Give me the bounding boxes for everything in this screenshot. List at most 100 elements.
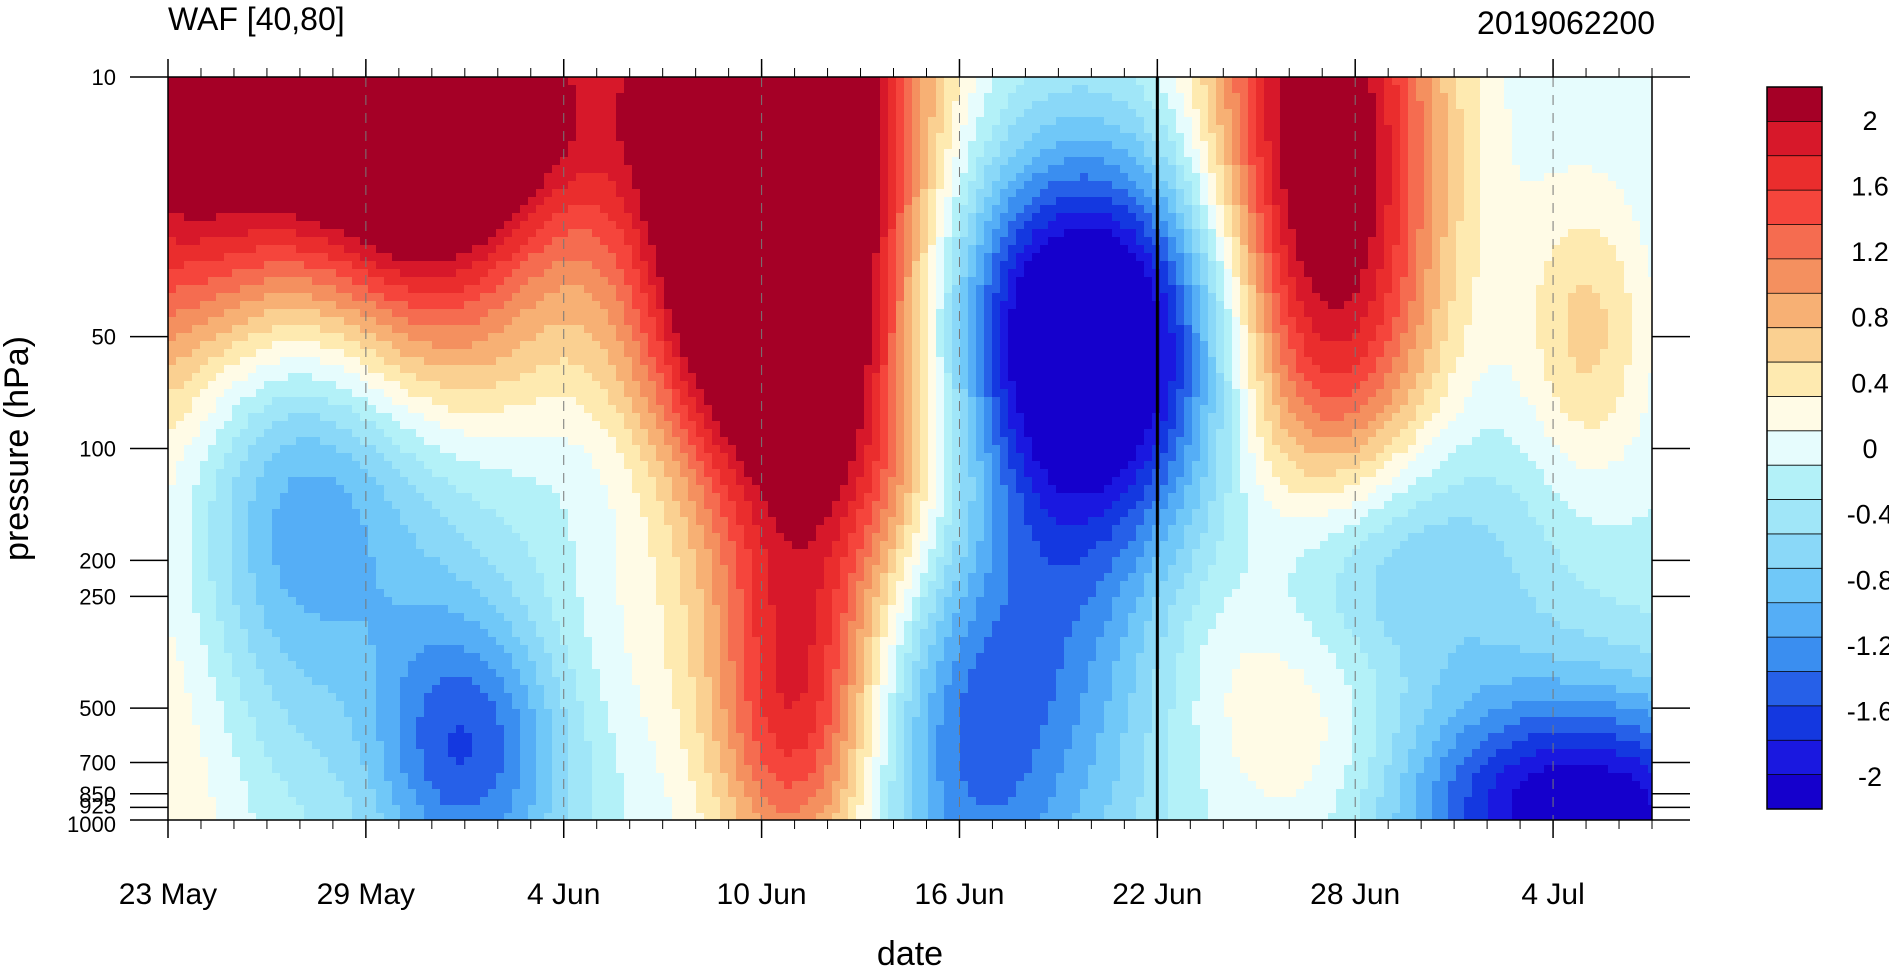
field-cell (1416, 77, 1425, 86)
field-cell (208, 173, 217, 182)
field-cell (528, 109, 537, 118)
field-cell (576, 149, 585, 158)
field-cell (248, 221, 257, 230)
field-cell (1024, 117, 1033, 126)
field-cell (968, 245, 977, 254)
field-cell (384, 85, 393, 94)
field-cell (720, 133, 729, 142)
field-cell (808, 269, 817, 278)
field-cell (1232, 109, 1241, 118)
field-cell (960, 229, 969, 238)
field-cell (1176, 77, 1185, 86)
field-cell (880, 157, 889, 166)
field-cell (1136, 237, 1145, 246)
field-cell (1096, 237, 1105, 246)
field-cell (1560, 237, 1569, 246)
field-cell (512, 213, 521, 222)
field-cell (1000, 253, 1009, 262)
field-cell (344, 205, 353, 214)
field-cell (576, 85, 585, 94)
field-cell (872, 141, 881, 150)
field-cell (1064, 85, 1073, 94)
field-cell (1584, 165, 1593, 174)
field-cell (1440, 173, 1449, 182)
field-cell (1504, 85, 1513, 94)
field-cell (1056, 157, 1065, 166)
field-cell (1088, 237, 1097, 246)
field-cell (1432, 269, 1441, 278)
field-cell (264, 181, 273, 190)
field-cell (192, 189, 201, 198)
field-cell (1296, 237, 1305, 246)
field-cell (680, 197, 689, 206)
field-cell (360, 245, 369, 254)
field-cell (1088, 261, 1097, 270)
field-cell (1536, 269, 1545, 278)
field-cell (912, 205, 921, 214)
field-cell (240, 197, 249, 206)
field-cell (840, 181, 849, 190)
field-cell (520, 109, 529, 118)
field-cell (1088, 245, 1097, 254)
field-cell (880, 125, 889, 134)
field-cell (1408, 285, 1417, 294)
field-cell (1072, 77, 1081, 86)
field-cell (1408, 173, 1417, 182)
field-cell (872, 197, 881, 206)
field-cell (1512, 229, 1521, 238)
field-cell (304, 221, 313, 230)
field-cell (296, 213, 305, 222)
field-cell (1264, 125, 1273, 134)
field-cell (912, 93, 921, 102)
field-cell (784, 109, 793, 118)
field-cell (856, 205, 865, 214)
field-cell (1336, 205, 1345, 214)
field-cell (184, 149, 193, 158)
field-cell (1080, 101, 1089, 110)
field-cell (1472, 173, 1481, 182)
field-cell (1584, 77, 1593, 86)
field-cell (864, 205, 873, 214)
field-cell (1112, 157, 1121, 166)
field-cell (1112, 277, 1121, 286)
field-cell (1112, 229, 1121, 238)
field-cell (232, 117, 241, 126)
field-cell (1608, 277, 1617, 286)
field-cell (1632, 237, 1641, 246)
field-cell (584, 109, 593, 118)
field-cell (704, 245, 713, 254)
field-cell (560, 85, 569, 94)
field-cell (1120, 117, 1129, 126)
field-cell (488, 253, 497, 262)
field-cell (1376, 277, 1385, 286)
field-cell (1280, 221, 1289, 230)
field-cell (1056, 245, 1065, 254)
field-cell (504, 205, 513, 214)
field-cell (1232, 93, 1241, 102)
field-cell (648, 157, 657, 166)
field-cell (1168, 261, 1177, 270)
field-cell (1272, 253, 1281, 262)
field-cell (384, 181, 393, 190)
field-cell (360, 93, 369, 102)
field-cell (1144, 245, 1153, 254)
field-cell (808, 277, 817, 286)
field-cell (648, 261, 657, 270)
field-cell (1224, 285, 1233, 294)
field-cell (760, 109, 769, 118)
field-cell (336, 173, 345, 182)
field-cell (1136, 133, 1145, 142)
field-cell (1104, 213, 1113, 222)
field-cell (944, 269, 953, 278)
field-cell (680, 149, 689, 158)
field-cell (312, 93, 321, 102)
field-cell (696, 77, 705, 86)
field-cell (1376, 141, 1385, 150)
field-cell (1136, 141, 1145, 150)
field-cell (176, 133, 185, 142)
field-cell (1304, 229, 1313, 238)
field-cell (728, 205, 737, 214)
field-cell (1568, 85, 1577, 94)
field-cell (584, 157, 593, 166)
field-cell (576, 261, 585, 270)
